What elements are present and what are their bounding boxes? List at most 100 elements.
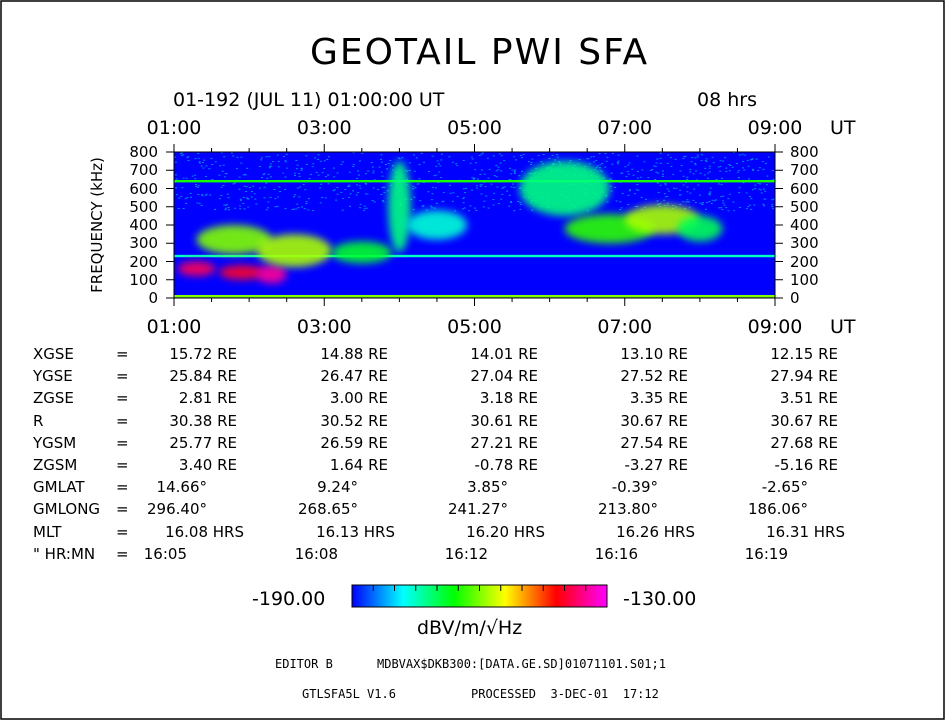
orbit-cell: 3.40 RE	[178, 456, 237, 474]
x-tick-label-bottom: 03:00	[296, 316, 352, 338]
orbit-cell: 13.10 RE	[620, 345, 688, 363]
orbit-cell: 14.01 RE	[470, 345, 538, 363]
orbit-cell: 26.47 RE	[320, 367, 388, 386]
x-axis-unit-top: UT	[830, 117, 856, 139]
orbit-cell: 16:08	[294, 544, 338, 563]
footer-program: GTLSFA5L V1.6	[302, 687, 396, 701]
orbit-cell: 27.21 RE	[470, 433, 538, 452]
x-tick-label-top: 07:00	[597, 117, 653, 139]
footer-processed: PROCESSED 3-DEC-01 17:12	[471, 687, 659, 701]
orbit-cell: 3.85°	[467, 478, 508, 497]
orbit-row-equals: =	[116, 367, 129, 386]
x-tick-label-top: 05:00	[447, 117, 502, 139]
orbit-cell: 213.80°	[598, 500, 658, 519]
page-title: GEOTAIL PWI SFA	[310, 32, 650, 73]
orbit-cell: 25.84 RE	[169, 367, 237, 386]
orbit-row-label: R	[33, 411, 44, 430]
orbit-cell: 27.52 RE	[620, 367, 688, 386]
orbit-cell: 12.15 RE	[770, 345, 838, 363]
orbit-row-equals: =	[116, 345, 129, 363]
orbit-cell: -3.27 RE	[624, 456, 688, 474]
y-tick-label-left: 100	[129, 270, 158, 289]
orbit-cell: 27.54 RE	[620, 433, 688, 452]
x-tick-label-top: 03:00	[296, 117, 352, 139]
y-tick-label-left: 500	[129, 197, 158, 216]
footer-editor: EDITOR B	[275, 657, 333, 671]
color-unit-label: dBV/m/√Hz	[417, 617, 523, 639]
orbit-row-equals: =	[116, 522, 129, 541]
orbit-row-equals: =	[116, 411, 129, 430]
y-tick-label-left: 600	[129, 179, 158, 198]
orbit-row-label: ZGSM	[33, 456, 78, 474]
orbit-cell: 9.24°	[317, 478, 358, 497]
orbit-row-label: ZGSE	[33, 389, 74, 408]
x-tick-label-bottom: 05:00	[447, 316, 502, 338]
orbit-row-label: YGSE	[33, 367, 73, 386]
orbit-row-equals: =	[116, 389, 129, 408]
orbit-cell: 186.06°	[748, 500, 808, 519]
orbit-cell: 1.64 RE	[329, 456, 388, 474]
orbit-cell: 16:12	[444, 544, 488, 563]
y-tick-label-right: 0	[790, 289, 800, 307]
orbit-cell: 30.38 RE	[169, 411, 237, 430]
orbit-cell: 30.67 RE	[770, 411, 838, 430]
orbit-cell: 30.61 RE	[470, 411, 538, 430]
orbit-cell: 30.52 RE	[320, 411, 388, 430]
x-tick-label-top: 09:00	[747, 117, 803, 139]
duration-label: 08 hrs	[697, 89, 757, 111]
y-axis-title: FREQUENCY (kHz)	[88, 157, 106, 293]
orbit-row-label: GMLAT	[33, 478, 85, 497]
orbit-cell: 16:16	[594, 544, 638, 563]
orbit-cell: 16.26 HRS	[616, 522, 695, 541]
y-tick-label-left: 0	[148, 289, 158, 307]
orbit-cell: 3.35 RE	[629, 389, 688, 408]
orbit-cell: 16.13 HRS	[316, 522, 395, 541]
orbit-cell: 15.72 RE	[169, 345, 237, 363]
orbit-cell: 14.66°	[156, 478, 207, 497]
orbit-cell: 16.20 HRS	[466, 522, 545, 541]
y-tick-label-left: 400	[129, 216, 158, 234]
y-tick-label-right: 100	[790, 270, 819, 289]
y-tick-label-right: 700	[790, 161, 819, 180]
orbit-row-equals: =	[116, 544, 129, 563]
orbit-cell: 3.00 RE	[329, 389, 388, 408]
orbit-row-equals: =	[116, 433, 129, 452]
orbit-cell: 268.65°	[298, 500, 358, 519]
orbit-cell: 16:05	[143, 544, 187, 563]
x-tick-label-bottom: 07:00	[597, 316, 653, 338]
y-tick-label-right: 200	[790, 252, 819, 271]
orbit-cell: -0.39°	[611, 478, 658, 497]
y-tick-label-right: 600	[790, 179, 819, 198]
orbit-cell: 27.94 RE	[770, 367, 838, 386]
orbit-cell: 2.81 RE	[178, 389, 237, 408]
color-min-label: -190.00	[252, 588, 326, 610]
orbit-cell: 25.77 RE	[169, 433, 237, 452]
y-tick-label-right: 300	[790, 234, 819, 253]
x-axis-unit-bottom: UT	[830, 316, 856, 338]
orbit-cell: -5.16 RE	[774, 456, 838, 474]
orbit-cell: 3.51 RE	[779, 389, 838, 408]
x-tick-label-bottom: 01:00	[146, 316, 202, 338]
orbit-cell: 241.27°	[448, 500, 508, 519]
orbit-row-label: XGSE	[33, 345, 74, 363]
orbit-cell: 14.88 RE	[320, 345, 388, 363]
orbit-cell: 16.31 HRS	[766, 522, 845, 541]
orbit-cell: -0.78 RE	[474, 456, 538, 474]
orbit-row-label: MLT	[33, 522, 62, 541]
orbit-row-equals: =	[116, 478, 129, 497]
orbit-cell: -2.65°	[761, 478, 808, 497]
color-max-label: -130.00	[623, 588, 697, 610]
orbit-cell: 16.08 HRS	[165, 522, 244, 541]
y-tick-label-left: 700	[129, 161, 158, 180]
y-tick-label-right: 400	[790, 216, 819, 234]
orbit-row-label: YGSM	[33, 433, 77, 452]
orbit-cell: 26.59 RE	[320, 433, 388, 452]
y-tick-label-right: 500	[790, 197, 819, 216]
date-label: 01-192 (JUL 11) 01:00:00 UT	[173, 89, 445, 111]
y-tick-label-left: 200	[129, 252, 158, 271]
orbit-cell: 27.68 RE	[770, 433, 838, 452]
y-tick-label-right: 800	[790, 143, 819, 161]
orbit-cell: 296.40°	[147, 500, 207, 519]
y-tick-label-left: 300	[129, 234, 158, 253]
